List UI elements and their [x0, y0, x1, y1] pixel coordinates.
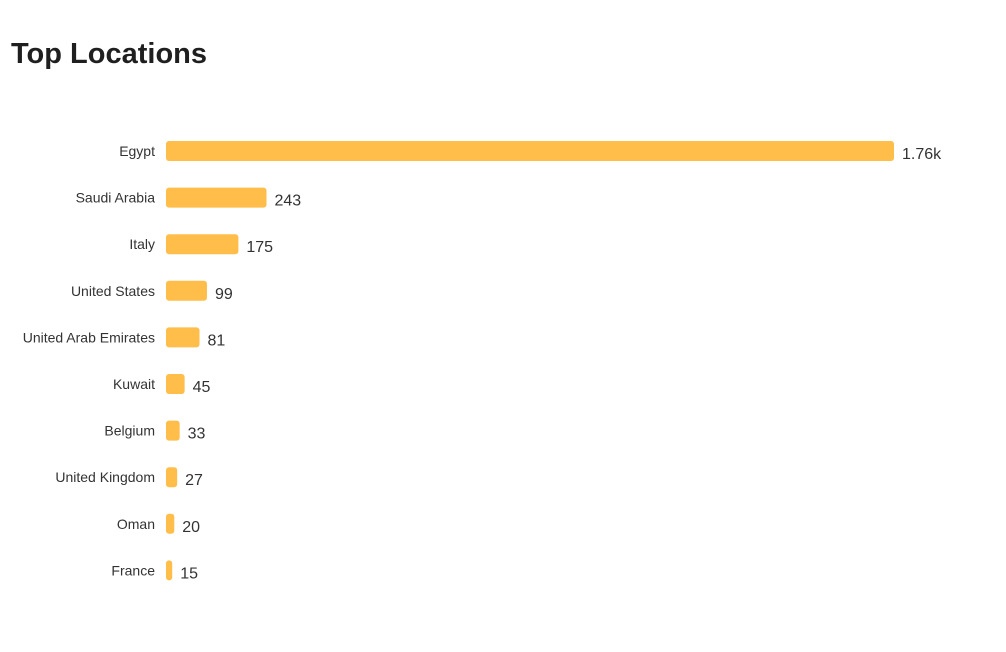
category-label: United Kingdom — [55, 469, 155, 485]
value-label: 243 — [275, 193, 302, 210]
value-label: 45 — [193, 379, 211, 396]
category-label: United States — [71, 283, 155, 299]
value-label: 175 — [246, 239, 273, 256]
bars-group: Egypt 1.76k Saudi Arabia 243 Italy 175 United … — [23, 141, 942, 582]
category-label: Kuwait — [113, 376, 155, 392]
bar[interactable] — [166, 234, 239, 255]
bar[interactable] — [166, 141, 894, 161]
bar[interactable] — [166, 187, 267, 208]
bar[interactable] — [166, 467, 178, 488]
bar[interactable] — [166, 420, 180, 441]
value-label: 81 — [208, 332, 226, 349]
category-label: Italy — [129, 236, 155, 252]
bar[interactable] — [166, 560, 173, 581]
value-label: 20 — [182, 519, 200, 536]
bar[interactable] — [166, 280, 207, 301]
value-label: 15 — [180, 565, 198, 582]
category-label: Oman — [117, 516, 155, 532]
value-label: 33 — [188, 426, 206, 443]
category-label: Belgium — [104, 423, 155, 439]
category-label: Egypt — [119, 143, 155, 159]
category-label: France — [111, 562, 155, 578]
value-label: 99 — [215, 286, 233, 303]
bar[interactable] — [166, 374, 185, 394]
chart-title: Top Locations — [11, 38, 208, 70]
category-label: Saudi Arabia — [76, 190, 156, 206]
value-label: 27 — [185, 472, 203, 489]
value-label: 1.76k — [902, 146, 942, 163]
category-label: United Arab Emirates — [23, 329, 155, 345]
bar[interactable] — [166, 513, 175, 534]
bar[interactable] — [166, 327, 200, 348]
